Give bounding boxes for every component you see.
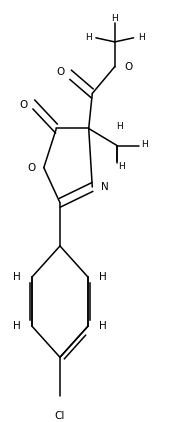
Text: O: O bbox=[19, 100, 27, 110]
Text: H: H bbox=[138, 33, 145, 42]
Text: O: O bbox=[27, 162, 35, 173]
Text: H: H bbox=[13, 272, 20, 282]
Text: O: O bbox=[56, 67, 64, 77]
Text: Cl: Cl bbox=[55, 411, 65, 421]
Text: H: H bbox=[116, 122, 123, 131]
Text: H: H bbox=[111, 14, 118, 22]
Text: H: H bbox=[99, 272, 107, 282]
Text: O: O bbox=[125, 62, 133, 72]
Text: H: H bbox=[85, 33, 91, 42]
Text: H: H bbox=[13, 322, 20, 331]
Text: N: N bbox=[101, 182, 109, 192]
Text: H: H bbox=[141, 141, 148, 149]
Text: H: H bbox=[99, 322, 107, 331]
Text: H: H bbox=[118, 162, 124, 171]
